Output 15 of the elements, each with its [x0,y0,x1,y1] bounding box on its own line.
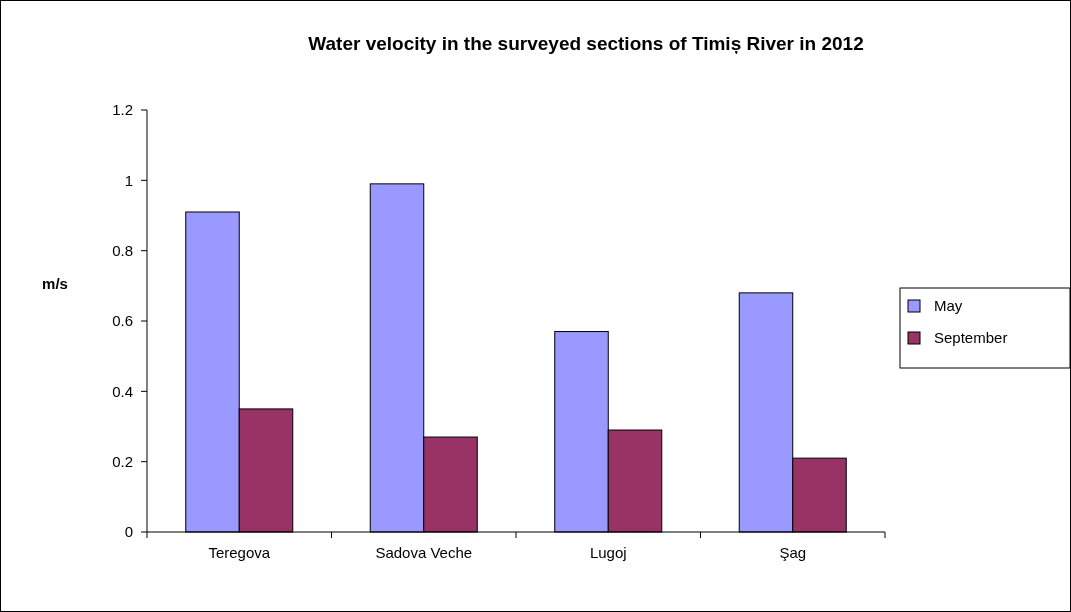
y-tick-label: 0.4 [112,382,133,400]
legend-label: May [934,297,963,315]
x-tick-label: Şag [779,544,807,561]
chart-title: Water velocity in the surveyed sections of Timiș River in 2012 [308,33,864,54]
y-axis-title: m/s [42,275,68,292]
y-tick-label: 0 [124,523,133,541]
y-tick-label: 0.2 [112,452,133,470]
y-tick-label: 1.2 [112,101,133,119]
y-tick-label: 1 [124,171,133,189]
x-tick-label: Lugoj [589,544,627,561]
x-tick-label: Sadova Veche [375,544,473,561]
x-tick-label: Teregova [208,544,271,561]
y-tick-label: 0.8 [112,241,133,259]
y-tick-label: 0.6 [112,312,133,330]
legend-label: September [934,329,1008,347]
